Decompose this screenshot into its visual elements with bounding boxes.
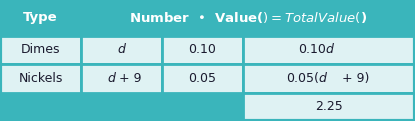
Text: 0.10: 0.10: [188, 43, 216, 56]
Text: Type: Type: [23, 11, 58, 24]
Text: 0.05: 0.05: [188, 72, 216, 85]
Text: 0.05(: 0.05(: [286, 72, 319, 85]
Text: + 9: + 9: [119, 72, 142, 85]
Bar: [81, 36, 162, 64]
Bar: [243, 93, 415, 121]
Bar: [0, 36, 81, 64]
Text: d: d: [319, 72, 326, 85]
Bar: [243, 64, 415, 93]
Bar: [81, 64, 162, 93]
Text: d: d: [117, 43, 125, 56]
Text: Number  •  Value($)  =  Total Value($): Number • Value($) = Total Value($): [129, 10, 367, 25]
Text: + 9): + 9): [339, 72, 370, 85]
Text: d: d: [107, 72, 115, 85]
Bar: [162, 64, 243, 93]
Bar: [0, 0, 81, 36]
Bar: [0, 64, 81, 93]
Bar: [243, 36, 415, 64]
Bar: [81, 0, 415, 36]
Text: Nickels: Nickels: [18, 72, 63, 85]
Text: Dimes: Dimes: [21, 43, 60, 56]
Bar: [162, 36, 243, 64]
Text: 2.25: 2.25: [315, 100, 343, 113]
Text: d: d: [326, 43, 333, 56]
Text: 0.10: 0.10: [298, 43, 326, 56]
